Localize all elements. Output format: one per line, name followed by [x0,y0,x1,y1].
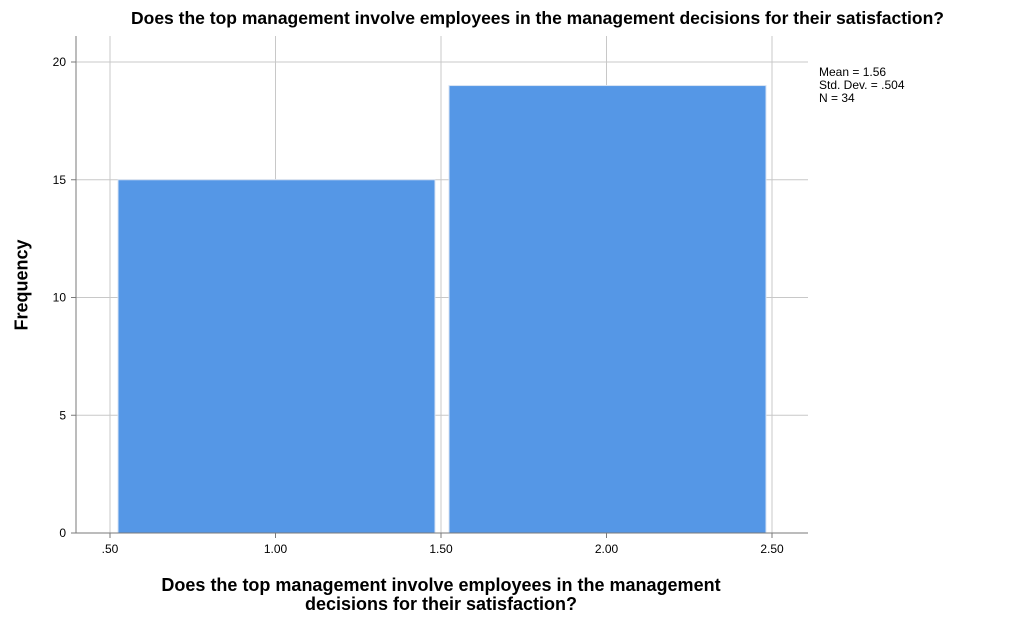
x-tick-label: .50 [102,542,119,556]
chart-title: Does the top management involve employee… [131,8,944,28]
statistics-box: Mean = 1.56 Std. Dev. = .504 N = 34 [819,66,905,105]
stat-mean: Mean = 1.56 [819,65,887,79]
x-tick-label: 2.00 [595,542,619,556]
x-axis-label-line-2: decisions for their satisfaction? [304,594,578,614]
y-tick-label: 15 [53,173,67,187]
tick-labels: 0 5 10 15 20 .50 1.00 1.50 2.00 2.50 [53,55,784,556]
y-tick-label: 5 [59,408,66,422]
x-tick-label: 1.50 [429,542,453,556]
histogram-bar-2 [448,85,767,534]
y-tick-label: 0 [59,526,66,540]
histogram-bar-1 [117,179,436,534]
x-tick-label: 1.00 [264,542,288,556]
x-tick-label: 2.50 [760,542,784,556]
y-tick-label: 20 [53,55,67,69]
y-axis-label: Frequency [11,239,32,331]
axes [71,36,808,538]
y-tick-label: 10 [53,291,67,305]
x-axis-label-line-1: Does the top management involve employee… [161,575,721,595]
bars [117,85,767,534]
stat-std-dev: Std. Dev. = .504 [819,78,905,92]
x-axis-label: Does the top management involve employee… [161,576,720,614]
stat-n: N = 34 [819,91,855,105]
